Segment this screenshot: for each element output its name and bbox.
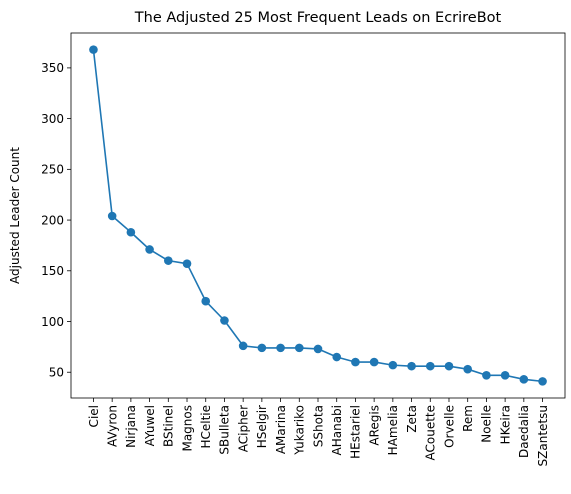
y-tick-label: 150: [41, 264, 64, 278]
x-axis-ticks: Ciel AVyron Nirjana AYuwel BStinel Magnos HCel…: [87, 398, 550, 466]
data-point: [538, 377, 547, 386]
x-tick-label: Daedalia: [517, 405, 531, 458]
x-tick-label: Ciel: [87, 405, 101, 427]
data-point: [500, 370, 510, 380]
x-tick-label: Nirjana: [124, 405, 138, 448]
data-point: [220, 316, 229, 325]
x-tick-label: SZantetsu: [536, 405, 550, 466]
data-point: [126, 227, 136, 237]
x-tick-label: BStinel: [162, 405, 176, 447]
x-tick-label: Rem: [461, 405, 475, 432]
y-tick-label: 50: [49, 366, 64, 380]
x-tick-label: HKeira: [498, 405, 512, 444]
series-line: [92, 49, 543, 383]
data-point: [369, 357, 379, 367]
y-tick-label: 250: [41, 163, 64, 177]
x-tick-label: ACouette: [424, 405, 438, 461]
x-tick-label: SShota: [311, 405, 325, 447]
x-tick-label: AVyron: [105, 405, 119, 447]
x-tick-label: HCeltie: [199, 405, 213, 449]
data-point: [332, 352, 342, 362]
data-point: [444, 361, 454, 371]
data-point: [294, 343, 304, 353]
data-point: [89, 45, 98, 54]
x-tick-label: ARegis: [367, 405, 381, 446]
x-tick-label: AMarina: [274, 405, 288, 454]
x-tick-label: Magnos: [180, 405, 194, 452]
y-tick-label: 350: [41, 61, 64, 75]
y-axis-label: Adjusted Leader Count: [8, 147, 22, 284]
chart-title: The Adjusted 25 Most Frequent Leads on E…: [134, 10, 502, 26]
data-point: [238, 341, 248, 351]
data-point: [313, 344, 323, 354]
data-point: [201, 296, 211, 306]
data-point: [164, 256, 173, 265]
series-layer: [89, 45, 547, 386]
y-tick-label: 200: [41, 213, 64, 227]
y-axis-ticks: 50 100 150 200 250 300 350: [41, 61, 71, 380]
data-point: [482, 370, 491, 380]
x-tick-label: SBulleta: [218, 405, 232, 455]
data-point: [182, 259, 192, 268]
data-point: [388, 360, 398, 370]
plot-frame: [70, 32, 566, 399]
x-tick-label: Yukariko: [293, 405, 307, 456]
x-tick-label: HSelgir: [255, 405, 269, 448]
data-point: [463, 364, 472, 374]
data-point: [407, 361, 416, 371]
x-tick-label: AHanabi: [330, 405, 344, 456]
x-tick-label: Orvelle: [442, 405, 456, 448]
data-point: [519, 375, 529, 384]
data-point: [257, 343, 267, 353]
y-tick-label: 300: [41, 112, 64, 126]
data-point: [276, 343, 285, 353]
x-tick-label: AYuwel: [143, 405, 157, 446]
data-point: [145, 245, 154, 254]
x-tick-label: Zeta: [405, 405, 419, 433]
x-tick-label: Noelle: [480, 405, 494, 443]
x-tick-label: ACipher: [236, 405, 250, 452]
x-tick-label: HAmelia: [386, 405, 400, 455]
data-point: [425, 361, 435, 371]
data-point: [107, 211, 117, 221]
y-tick-label: 100: [41, 315, 64, 329]
data-point: [351, 357, 360, 367]
x-tick-label: HEstariel: [349, 405, 363, 459]
